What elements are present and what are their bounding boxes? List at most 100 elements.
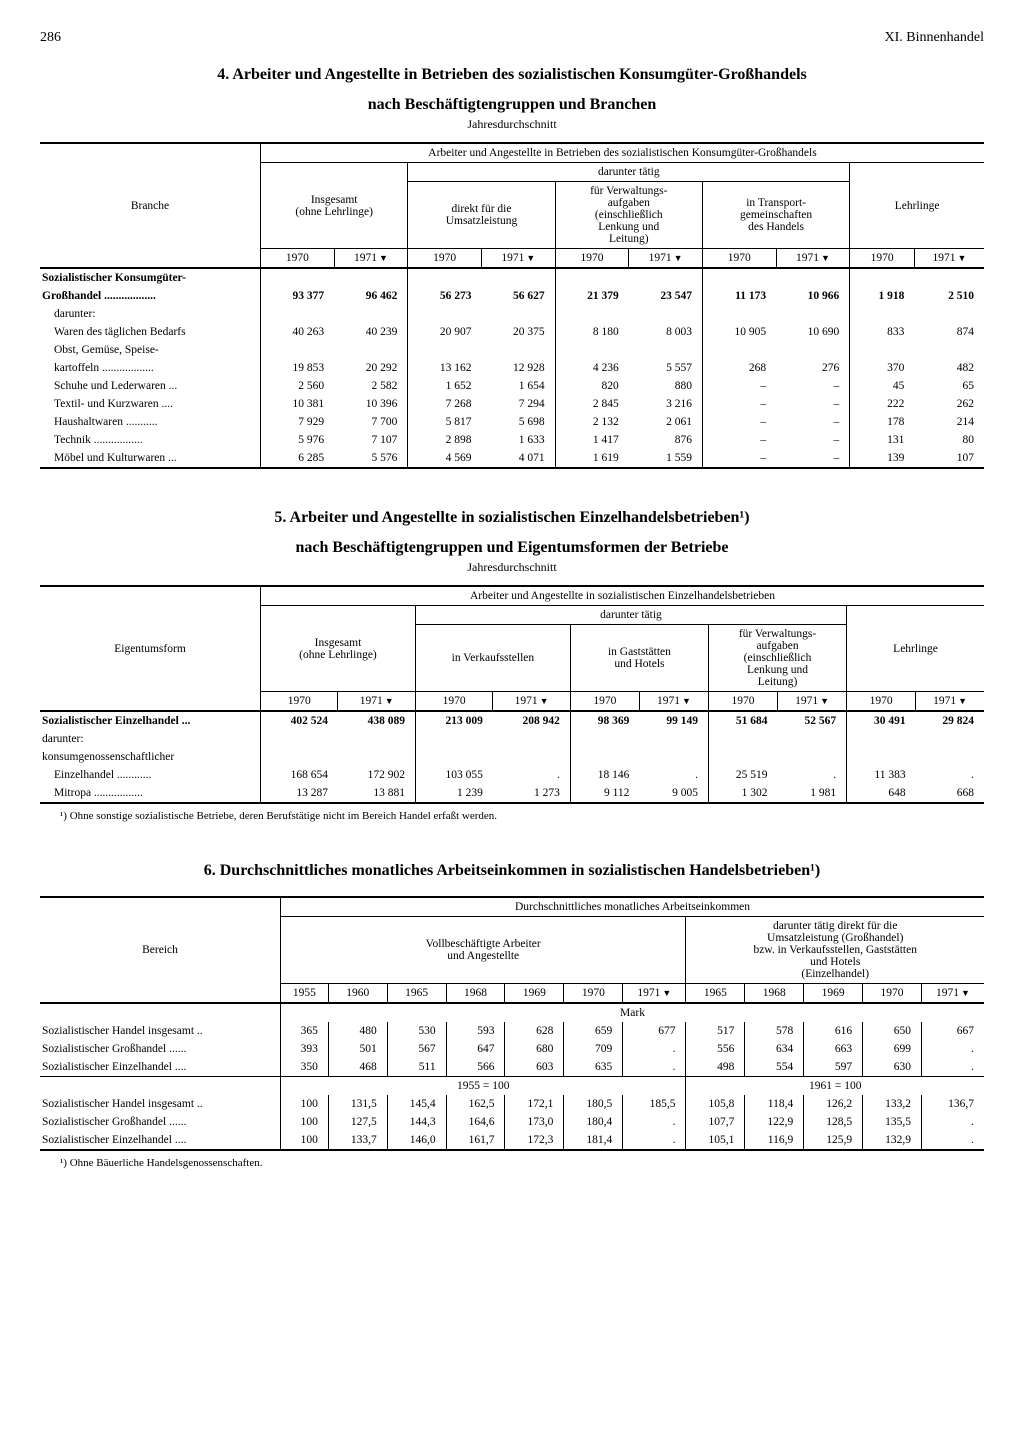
cell: . [623,1113,686,1131]
cell: 2 582 [334,377,408,395]
cell: 635 [564,1058,623,1077]
th5-verkauf: in Verkaufsstellen [415,625,570,692]
cell: 20 907 [408,323,482,341]
cell [850,268,915,287]
row-label: Sozialistischer Handel insgesamt .. [40,1022,281,1040]
cell: 530 [387,1022,446,1040]
row-label: Möbel und Kulturwaren ... [40,449,261,468]
th-year: 1971 [922,983,985,1003]
cell: . [922,1058,985,1077]
cell [776,268,850,287]
cell [338,730,415,748]
cell: 8 180 [555,323,629,341]
cell: 7 107 [334,431,408,449]
th-year: 1971 [776,249,850,269]
cell: – [702,449,776,468]
row-label: Sozialistischer Konsumgüter- [40,268,261,287]
cell: 103 055 [415,766,492,784]
cell: 10 381 [261,395,335,413]
chapter-title: XI. Binnenhandel [884,30,984,46]
cell: 630 [863,1058,922,1077]
cell: 468 [328,1058,387,1077]
cell: – [702,431,776,449]
cell: 876 [629,431,703,449]
cell: 13 287 [261,784,338,803]
th-year: 1971 [914,249,984,269]
cell: 144,3 [387,1113,446,1131]
th-year: 1968 [745,983,804,1003]
cell: 647 [446,1040,505,1058]
cell: – [776,377,850,395]
row-label: Haushaltwaren ........... [40,413,261,431]
cell [702,305,776,323]
cell: 118,4 [745,1095,804,1113]
cell: . [778,766,847,784]
cell: 213 009 [415,711,492,730]
row-label: kartoffeln .................. [40,359,261,377]
cell: 2 132 [555,413,629,431]
th-year: 1965 [686,983,745,1003]
cell: 173,0 [505,1113,564,1131]
cell [850,305,915,323]
idx-a: 1955 = 100 [281,1076,686,1095]
th-year: 1971 [778,692,847,712]
cell: 517 [686,1022,745,1040]
cell: 65 [914,377,984,395]
cell: 1 652 [408,377,482,395]
cell [916,748,984,766]
cell: 578 [745,1022,804,1040]
row-label: Mitropa ................. [40,784,261,803]
th-transport: in Transport-gemeinschaften des Handels [702,182,849,249]
row-label: Einzelhandel ............ [40,766,261,784]
cell: 20 292 [334,359,408,377]
cell [334,268,408,287]
cell: 56 627 [481,287,555,305]
cell: 634 [745,1040,804,1058]
idx-b: 1961 = 100 [686,1076,984,1095]
cell [261,748,338,766]
th-year: 1970 [555,249,629,269]
cell: 23 547 [629,287,703,305]
cell [408,341,482,359]
cell [334,341,408,359]
cell: 820 [555,377,629,395]
row-label: Sozialistischer Handel insgesamt .. [40,1095,281,1113]
cell: 7 929 [261,413,335,431]
th-year: 1970 [850,249,915,269]
cell: 105,8 [686,1095,745,1113]
cell [415,748,492,766]
cell [481,268,555,287]
cell: . [623,1058,686,1077]
cell: 370 [850,359,915,377]
cell: 127,5 [328,1113,387,1131]
th-insgesamt: Insgesamt(ohne Lehrlinge) [261,163,408,249]
cell: 132,9 [863,1131,922,1150]
cell [481,305,555,323]
cell: 5 576 [334,449,408,468]
cell: 13 881 [338,784,415,803]
cell: 4 569 [408,449,482,468]
section4-subtitle: Jahresdurchschnitt [40,117,984,132]
th-year: 1970 [708,692,777,712]
section4-title-2: nach Beschäftigtengruppen und Branchen [40,94,984,116]
cell: 11 173 [702,287,776,305]
cell: 603 [505,1058,564,1077]
th-year: 1970 [863,983,922,1003]
cell: 2 510 [914,287,984,305]
cell: 2 898 [408,431,482,449]
unit-cell [40,1003,281,1022]
cell: 567 [387,1040,446,1058]
th5-super: Arbeiter und Angestellte in sozialistisc… [261,586,985,606]
th-year: 1970 [564,983,623,1003]
cell: 222 [850,395,915,413]
section5-title-1: 5. Arbeiter und Angestellte in sozialist… [40,507,984,529]
th-year: 1971 [338,692,415,712]
cell: 648 [847,784,916,803]
cell: 10 690 [776,323,850,341]
table-4: Branche Arbeiter und Angestellte in Betr… [40,142,984,469]
cell: 40 239 [334,323,408,341]
cell [916,730,984,748]
cell: 699 [863,1040,922,1058]
cell: 96 462 [334,287,408,305]
cell: 2 061 [629,413,703,431]
